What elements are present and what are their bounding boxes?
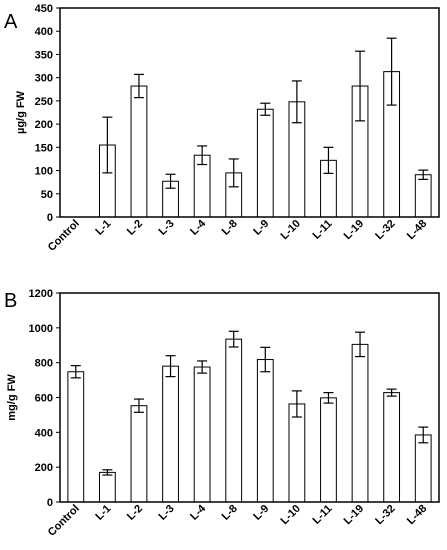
- x-tick-label: L-1: [93, 503, 113, 523]
- x-tick-label: L-11: [311, 218, 335, 242]
- bar-l-19: [351, 343, 369, 503]
- x-tick-label: L-10: [279, 218, 303, 242]
- x-tick-label: L-9: [251, 218, 271, 238]
- y-tick-label: 0: [47, 497, 53, 509]
- y-axis-label: mg/g FW: [6, 374, 18, 421]
- bar-l-8: [225, 338, 243, 503]
- bar-l-2: [130, 85, 148, 218]
- panel-label: B: [4, 290, 17, 312]
- y-tick-label: 600: [35, 393, 53, 405]
- x-tick-label: L-1: [93, 218, 113, 238]
- x-tick-label: L-8: [220, 503, 240, 523]
- x-tick-label: L-48: [405, 503, 429, 527]
- bar-l-2: [130, 405, 148, 503]
- bar-l-3: [162, 365, 179, 503]
- bar-l-10: [288, 403, 306, 503]
- bar-l-9: [256, 359, 274, 503]
- x-tick-label: L-8: [220, 218, 240, 238]
- y-tick-label: 1200: [29, 288, 53, 300]
- panel-label: A: [4, 11, 18, 33]
- x-tick-label: L-4: [188, 502, 209, 523]
- y-tick-label: 400: [35, 26, 53, 38]
- x-tick-label: L-11: [311, 503, 335, 527]
- x-tick-label: L-48: [405, 218, 429, 242]
- plot-area-border: [59, 292, 440, 503]
- y-tick-label: 200: [35, 462, 53, 474]
- x-tick-label: L-2: [125, 503, 145, 523]
- y-tick-label: 50: [41, 189, 53, 201]
- y-tick-label: 250: [35, 96, 53, 108]
- x-tick-label: L-19: [342, 218, 366, 242]
- x-tick-label: L-32: [373, 218, 397, 242]
- y-tick-label: 1000: [29, 323, 53, 335]
- y-tick-label: 100: [35, 166, 53, 178]
- y-tick-label: 800: [35, 358, 53, 370]
- bar-l-9: [256, 108, 274, 218]
- y-tick-label: 0: [47, 212, 53, 224]
- y-tick-label: 400: [35, 427, 53, 439]
- bar-l-32: [383, 392, 401, 503]
- bar-l-48: [414, 174, 432, 218]
- x-tick-label: L-10: [279, 503, 303, 527]
- bar-l-1: [98, 471, 116, 503]
- y-tick-label: 350: [35, 49, 53, 61]
- x-tick-label: L-19: [342, 503, 366, 527]
- y-tick-label: 300: [35, 73, 53, 85]
- x-tick-label: L-32: [373, 503, 397, 527]
- x-tick-label: L-2: [125, 218, 145, 238]
- x-tick-label: L-3: [157, 218, 177, 238]
- y-tick-label: 200: [35, 119, 53, 131]
- x-tick-label: L-3: [157, 503, 177, 523]
- y-tick-label: 450: [35, 3, 53, 15]
- bar-l-11: [320, 397, 337, 503]
- y-axis-label: µg/g FW: [15, 90, 27, 134]
- y-tick-label: 150: [35, 142, 53, 154]
- x-tick-label: L-9: [251, 503, 271, 523]
- plot-area-border: [59, 7, 440, 218]
- bar-control: [67, 371, 85, 503]
- bar-l-48: [414, 434, 432, 503]
- x-tick-label: L-4: [188, 217, 209, 238]
- bar-l-4: [193, 366, 211, 503]
